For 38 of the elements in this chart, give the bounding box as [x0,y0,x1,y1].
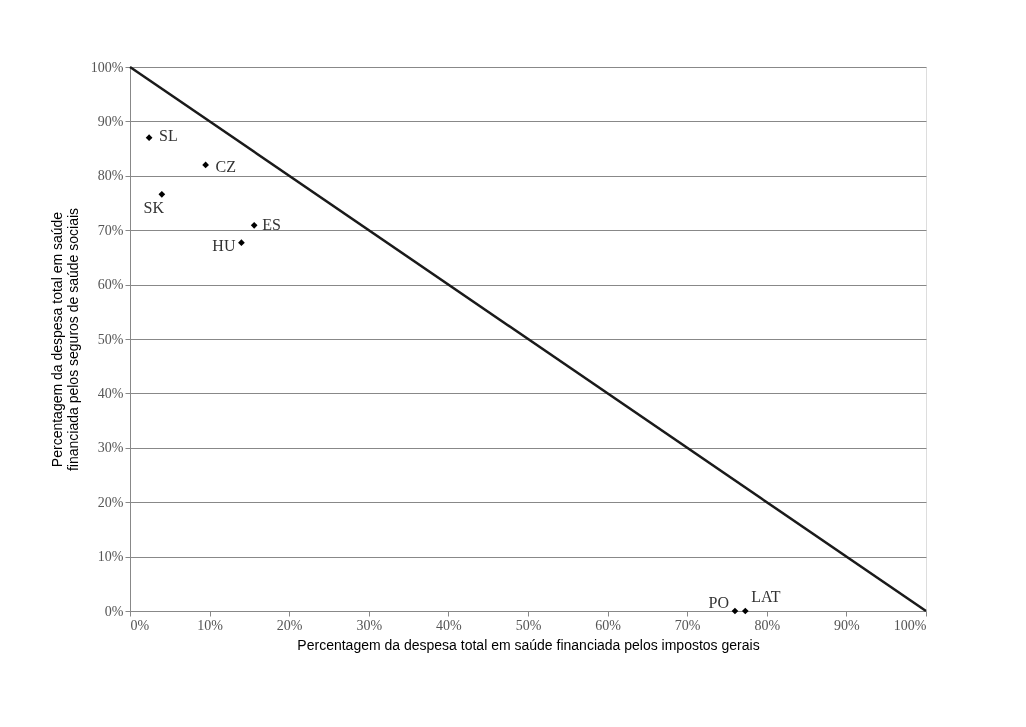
y-tick-label: 90% [97,113,124,129]
point [250,221,258,229]
x-tick-label: 20% [276,617,303,633]
x-tick-label: 50% [515,617,542,633]
annotation: CZ [215,157,237,175]
x-tick-label: 0% [130,617,150,633]
annotation: LAT [751,588,781,605]
x-tick-label: 100% [893,617,927,633]
annotation: HU [212,236,236,254]
x-tick-label: 60% [595,617,622,633]
annotation: SK [143,199,165,217]
y-tick-label: 30% [97,440,124,456]
x-tick-label: 90% [834,617,861,633]
y-tick-label: 10% [97,549,124,565]
point [731,607,739,615]
x-tick-label: 10% [197,617,224,633]
point [158,190,166,198]
point [145,134,153,142]
x-tick-label: 40% [436,617,463,633]
y-tick-label: 80% [97,168,124,184]
y-tick-label: 0% [104,603,124,619]
y-tick-label: 100% [90,59,124,75]
point [741,607,749,615]
annotation: PO [708,594,729,611]
y-tick-label: 70% [97,222,124,238]
x-tick-label: 30% [356,617,383,633]
y-tick-label: 40% [97,385,124,401]
annotation: SL [159,126,178,144]
y-tick-label: 50% [97,331,124,347]
x-tick-label: 80% [754,617,781,633]
x-axis-title: Percentagem da despesa total em saúde financiada pelos impostos gerais [297,636,760,653]
point [238,239,245,247]
y-tick-label: 60% [97,277,124,293]
x-tick-label: 70% [674,617,701,633]
annotation: ES [262,216,281,234]
y-axis-title: Percentagem da despesa total em saúde financiada pelos seguros de saúde sociais [48,207,81,472]
y-tick-label: 20% [97,494,124,510]
point [202,161,209,169]
